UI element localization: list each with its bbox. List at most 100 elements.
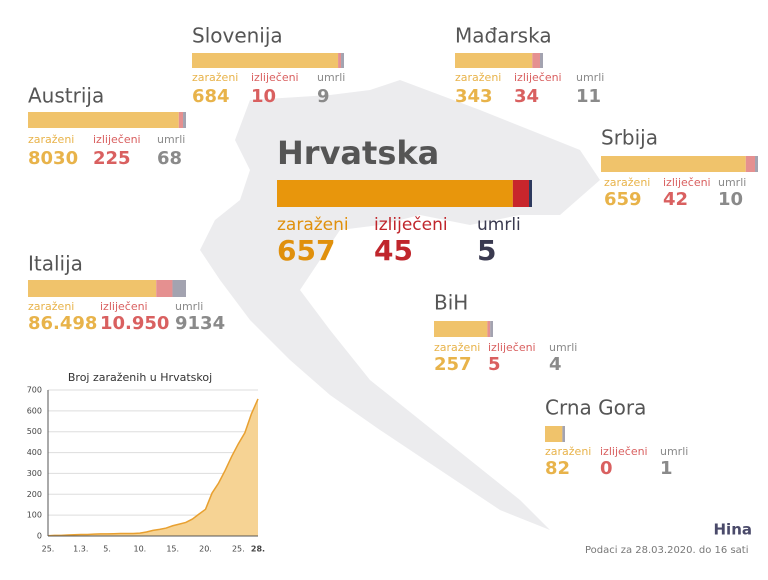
bar-segment xyxy=(745,156,756,172)
bar-segment xyxy=(545,426,563,442)
stat-label: zaraženi xyxy=(434,341,480,354)
bar-segment xyxy=(455,53,533,68)
bar-segment xyxy=(183,112,186,128)
country-name: Srbija xyxy=(601,126,658,150)
stat-label: zaraženi xyxy=(28,300,74,313)
y-tick-label: 100 xyxy=(27,511,42,520)
country-name: Crna Gora xyxy=(545,396,646,420)
bar-segment xyxy=(601,156,746,172)
stat-label: izliječeni xyxy=(251,71,299,84)
stat-value: 45 xyxy=(374,234,413,267)
y-tick-label: 0 xyxy=(37,532,42,541)
stat-label: umrli xyxy=(549,341,577,354)
stat-label: umrli xyxy=(718,176,746,189)
stat-value: 86.498 xyxy=(28,313,97,334)
country-name: Slovenija xyxy=(192,24,283,48)
stat-value: 684 xyxy=(192,86,230,107)
bar-segment xyxy=(434,321,488,337)
x-tick-label: 25. xyxy=(42,545,55,554)
line xyxy=(47,398,259,537)
stat-value: 0 xyxy=(600,458,613,479)
stat-value: 68 xyxy=(157,148,182,169)
area xyxy=(48,398,258,536)
stat-label: izliječeni xyxy=(100,300,148,313)
bar-segment xyxy=(490,321,493,337)
x-tick-label: 10. xyxy=(134,545,147,554)
x-tick-label: 15. xyxy=(166,545,179,554)
stat-label: umrli xyxy=(477,215,521,235)
stat-value: 10 xyxy=(251,86,276,107)
stat-value: 225 xyxy=(93,148,131,169)
stat-label: zaraženi xyxy=(28,133,74,146)
y-tick-label: 300 xyxy=(27,469,42,478)
stat-label: izliječeni xyxy=(600,445,648,458)
x-tick-label: 25. xyxy=(232,545,245,554)
stat-label: umrli xyxy=(660,445,688,458)
bar-segment xyxy=(532,53,541,68)
bar-segment xyxy=(338,53,342,68)
stat-value: 11 xyxy=(576,86,601,107)
stat-label: umrli xyxy=(175,300,203,313)
stat-value: 9134 xyxy=(175,313,225,334)
stat-label: umrli xyxy=(576,71,604,84)
y-tick-label: 200 xyxy=(27,490,42,499)
stat-value: 9 xyxy=(317,86,330,107)
stat-value: 42 xyxy=(663,189,688,210)
stat-value: 343 xyxy=(455,86,493,107)
stat-label: izliječeni xyxy=(488,341,536,354)
footer: Podaci za 28.03.2020. do 16 sati xyxy=(585,545,748,556)
country-name: Hrvatska xyxy=(277,134,439,172)
stat-value: 34 xyxy=(514,86,539,107)
stat-value: 5 xyxy=(488,354,501,375)
stat-value: 82 xyxy=(545,458,570,479)
logo: Hina xyxy=(714,521,753,539)
bar-segment xyxy=(277,180,513,207)
chart-title: Broj zaraženih u Hrvatskoj xyxy=(68,371,212,384)
stat-label: izliječeni xyxy=(93,133,141,146)
country-name: Mađarska xyxy=(455,24,552,48)
stat-value: 657 xyxy=(277,234,335,267)
stat-value: 8030 xyxy=(28,148,78,169)
bar-segment xyxy=(28,112,179,128)
bar-segment xyxy=(562,426,565,442)
bar-segment xyxy=(172,280,186,297)
country-name: BiH xyxy=(434,291,468,315)
bar-segment xyxy=(512,180,530,207)
stat-value: 659 xyxy=(604,189,642,210)
country-name: Italija xyxy=(28,252,83,276)
x-tick-label: 1.3. xyxy=(73,545,88,554)
stat-label: umrli xyxy=(317,71,345,84)
x-tick-label: 20. xyxy=(199,545,212,554)
y-tick-label: 400 xyxy=(27,448,42,457)
bar-segment xyxy=(487,321,491,337)
stat-value: 5 xyxy=(477,234,496,267)
stat-label: zaraženi xyxy=(192,71,238,84)
x-tick-label: 28. xyxy=(251,545,265,554)
x-tick-label: 5. xyxy=(103,545,111,554)
bar-segment xyxy=(28,280,157,297)
stat-value: 10 xyxy=(718,189,743,210)
stat-label: izliječeni xyxy=(374,215,448,235)
stat-value: 1 xyxy=(660,458,673,479)
stat-value: 257 xyxy=(434,354,472,375)
stat-label: zaraženi xyxy=(455,71,501,84)
bar-segment xyxy=(192,53,339,68)
stat-value: 4 xyxy=(549,354,562,375)
stat-label: zaraženi xyxy=(277,215,349,235)
stat-label: izliječeni xyxy=(663,176,711,189)
y-tick-label: 500 xyxy=(27,427,42,436)
bar-segment xyxy=(540,53,543,68)
country-name: Austrija xyxy=(28,84,104,108)
stat-label: zaraženi xyxy=(545,445,591,458)
y-tick-label: 600 xyxy=(27,406,42,415)
bar-segment xyxy=(156,280,173,297)
y-tick-label: 700 xyxy=(27,386,42,395)
stat-label: zaraženi xyxy=(604,176,650,189)
bar-segment xyxy=(178,112,184,128)
bar-segment xyxy=(341,53,344,68)
bar-segment xyxy=(529,180,532,207)
stat-label: umrli xyxy=(157,133,185,146)
stat-label: izliječeni xyxy=(514,71,562,84)
